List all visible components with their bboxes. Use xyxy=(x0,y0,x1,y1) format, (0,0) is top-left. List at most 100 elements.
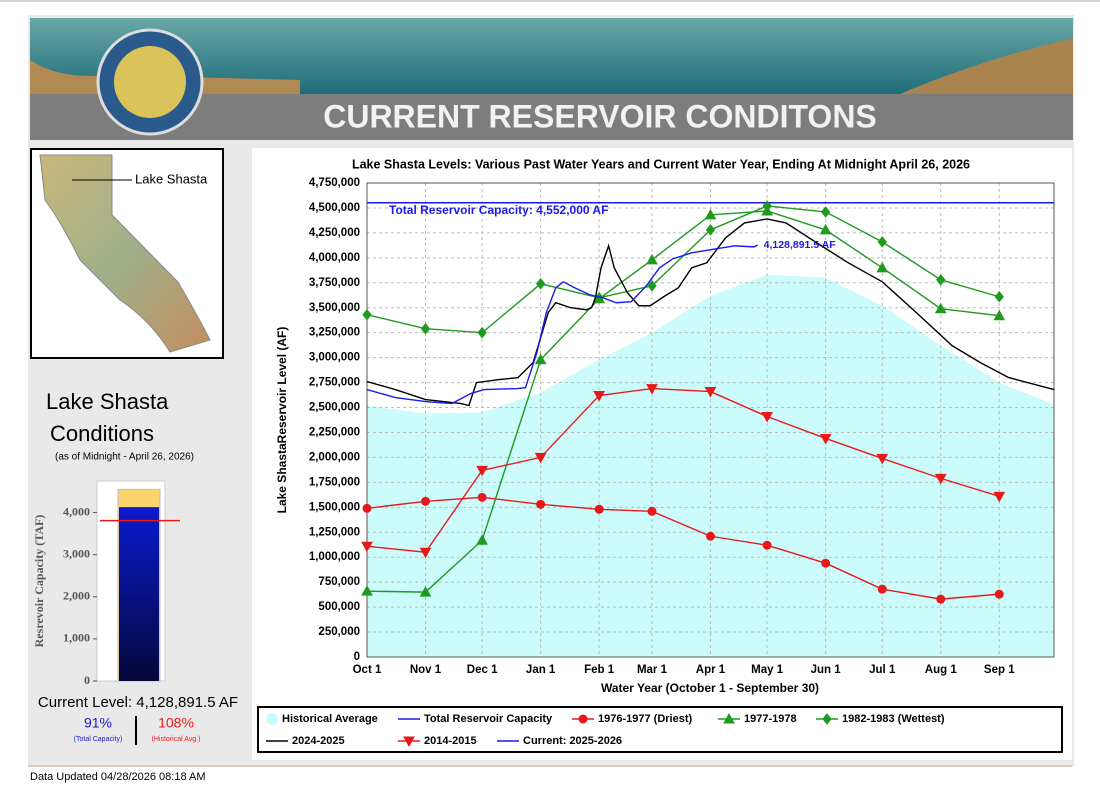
x-tick-label: May 1 xyxy=(751,664,784,676)
point xyxy=(877,584,887,594)
legend-marker xyxy=(723,712,735,724)
y-tick-label: 750,000 xyxy=(318,576,360,588)
y-tick-label: 4,500,000 xyxy=(309,202,360,214)
y-tick-label: 3,750,000 xyxy=(309,277,360,289)
legend-label: 1977-1978 xyxy=(744,713,797,725)
footer-updated: Data Updated 04/28/2026 08:18 AM xyxy=(30,771,206,783)
point xyxy=(993,491,1006,503)
legend-swatch xyxy=(266,713,278,725)
y-tick-label: 4,000 xyxy=(63,504,90,518)
y-tick-label: 0 xyxy=(84,673,90,687)
x-axis-label: Water Year (October 1 - September 30) xyxy=(601,681,819,695)
legend-marker xyxy=(403,736,415,748)
logo-inner xyxy=(114,46,186,118)
conditions-title: Lake Shasta xyxy=(46,389,169,414)
chart-title: Lake Shasta Levels: Various Past Water Y… xyxy=(352,157,970,171)
y-tick-label: 3,250,000 xyxy=(309,327,360,339)
plot-frame xyxy=(366,182,1055,658)
point xyxy=(477,492,487,502)
point xyxy=(419,586,432,597)
point xyxy=(593,391,605,402)
banner-band xyxy=(30,94,1073,140)
x-tick-label: Jun 1 xyxy=(811,664,842,676)
point xyxy=(819,223,832,235)
banner-title: CURRENT RESERVOIR CONDITONS xyxy=(323,98,877,134)
y-tick-label: 1,000,000 xyxy=(309,551,360,563)
pct-capacity: 91% xyxy=(84,715,112,731)
current-level: Current Level: 4,128,891.5 AF xyxy=(38,694,238,711)
legend-marker xyxy=(578,714,588,724)
y-tick-label: 2,250,000 xyxy=(309,427,360,439)
point xyxy=(706,531,715,541)
point xyxy=(534,353,547,365)
point xyxy=(761,412,773,423)
y-tick-label: 2,000,000 xyxy=(309,451,360,463)
point xyxy=(876,261,889,273)
point xyxy=(877,236,887,248)
point xyxy=(934,473,947,485)
x-tick-label: Oct 1 xyxy=(353,664,382,676)
y-axis-label: Resrevoir Capacity (TAF) xyxy=(32,515,46,648)
point xyxy=(646,253,658,265)
y-tick-label: 500,000 xyxy=(318,601,360,613)
series-line xyxy=(366,210,1000,593)
y-tick-label: 2,750,000 xyxy=(309,377,360,389)
point xyxy=(876,453,889,465)
legend-label: Total Reservoir Capacity xyxy=(424,713,553,725)
pct-avg-note: (Historical Avg.) xyxy=(152,736,201,743)
point xyxy=(419,547,432,559)
point xyxy=(476,534,488,545)
point xyxy=(704,387,717,398)
legend-label: 2014-2015 xyxy=(424,735,477,747)
series-line xyxy=(366,244,758,405)
y-tick-label: 0 xyxy=(354,651,360,663)
conditions-title: Conditions xyxy=(50,421,154,446)
annotation: 4,128,891.5 AF xyxy=(764,239,837,251)
point xyxy=(536,499,546,509)
series-line xyxy=(366,218,1055,407)
map-label: Lake Shasta xyxy=(135,171,208,186)
point xyxy=(705,224,716,236)
point xyxy=(362,503,372,513)
point xyxy=(936,594,946,604)
series-line xyxy=(366,205,1000,334)
legend-marker xyxy=(822,713,832,725)
point xyxy=(647,279,657,292)
point xyxy=(762,200,772,212)
x-tick-label: Apr 1 xyxy=(696,664,726,676)
point xyxy=(993,309,1006,321)
annotation: Total Reservoir Capacity: 4,552,000 AF xyxy=(389,203,608,217)
point xyxy=(820,206,831,218)
y-tick-label: 4,000,000 xyxy=(309,252,360,264)
point xyxy=(646,384,658,395)
point xyxy=(477,326,487,339)
banner-shore xyxy=(900,38,1073,94)
y-tick-label: 3,500,000 xyxy=(309,302,360,314)
point xyxy=(704,208,717,220)
y-tick-label: 250,000 xyxy=(318,626,360,638)
legend-label: 2024-2025 xyxy=(292,735,345,747)
point xyxy=(420,322,431,335)
x-tick-label: Sep 1 xyxy=(984,664,1015,676)
x-tick-label: Jan 1 xyxy=(526,664,556,676)
point xyxy=(936,273,946,286)
y-tick-label: 1,000 xyxy=(63,631,90,645)
point xyxy=(362,308,372,321)
point xyxy=(994,589,1004,599)
y-tick-label: 2,000 xyxy=(63,589,90,603)
x-tick-label: Feb 1 xyxy=(584,664,615,676)
pct-capacity-note: (Total Capacity) xyxy=(74,736,123,743)
legend-label: 1982-1983 (Wettest) xyxy=(842,713,945,725)
x-tick-label: Dec 1 xyxy=(467,664,498,676)
legend-label: 1976-1977 (Driest) xyxy=(598,713,693,725)
legend-label: Historical Average xyxy=(282,713,378,725)
point xyxy=(994,290,1004,303)
x-tick-label: Jul 1 xyxy=(869,664,896,676)
y-tick-label: 3,000 xyxy=(63,546,90,560)
legend-label: Current: 2025-2026 xyxy=(523,735,622,747)
point xyxy=(476,465,488,477)
y-tick-label: 3,000,000 xyxy=(309,352,360,364)
point xyxy=(421,496,431,506)
point xyxy=(647,506,657,516)
